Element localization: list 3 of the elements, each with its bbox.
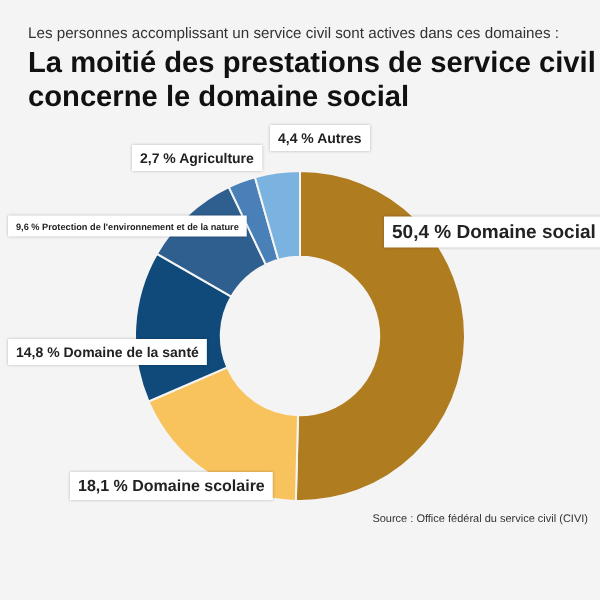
chart-title: La moitié des prestations de service civil concerne le domaine social <box>28 48 598 116</box>
slice-label: 18,1 % Domaine scolaire <box>78 477 266 496</box>
slice-label: 50,4 % Domaine social <box>392 222 596 245</box>
